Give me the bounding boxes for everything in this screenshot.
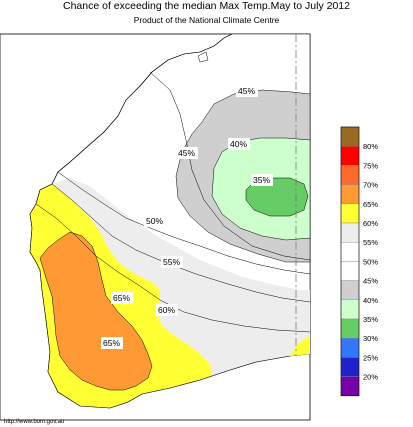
legend-swatch (340, 357, 360, 377)
legend-label: 55% (363, 238, 378, 247)
region-65 (39, 231, 153, 391)
legend-swatch (340, 203, 360, 224)
legend-swatch (340, 222, 360, 243)
legend-swatch (340, 126, 360, 147)
legend-swatch (340, 145, 360, 166)
contour-label-65-north: 65% (113, 293, 130, 303)
legend-label: 20% (363, 373, 378, 382)
legend-border (340, 126, 360, 397)
legend-swatch (340, 299, 360, 320)
legend-label: 50% (363, 257, 378, 266)
contour-label-40: 40% (230, 139, 247, 149)
contour-45-outer (149, 71, 311, 261)
legend-swatch (340, 261, 360, 281)
region-60-southeast (290, 336, 310, 356)
legend-label: 25% (363, 353, 378, 362)
legend-label: 80% (363, 142, 378, 151)
legend-label: 75% (363, 161, 378, 170)
legend-label: 35% (363, 315, 378, 324)
coastline (29, 33, 291, 409)
map-subtitle: Product of the National Climate Centre (133, 15, 280, 25)
legend-swatch (340, 318, 360, 339)
legend-swatch (340, 241, 360, 262)
legend-label: 60% (363, 219, 378, 228)
legend-swatch (340, 165, 360, 185)
legend-swatch (340, 280, 360, 301)
island (197, 51, 209, 63)
source-url: http://www.bom.gov.au (4, 419, 65, 425)
legend-label: 40% (363, 296, 378, 305)
contour-50 (57, 171, 311, 275)
contour-label-50: 50% (146, 216, 163, 226)
legend-swatch (340, 376, 360, 397)
contour-label-35: 35% (253, 175, 270, 185)
map-title: Chance of exceeding the median Max Temp.… (63, 0, 350, 12)
legend-label: 65% (363, 200, 378, 209)
legend-swatch (340, 338, 360, 358)
contour-label-45-left: 45% (178, 148, 195, 158)
contour-label-60: 60% (158, 305, 175, 315)
contour-label-55: 55% (163, 257, 180, 267)
legend-label: 30% (363, 334, 378, 343)
legend-swatch (340, 184, 360, 205)
legend-label: 70% (363, 181, 378, 190)
contour-label-45-top: 45% (238, 86, 255, 96)
legend-label: 45% (363, 277, 378, 286)
legend: 80% 75% 70% 65% 60% 55% 50% 45% 40% 35% 30% 25% 20% (340, 126, 378, 397)
contour-label-65-south: 65% (103, 338, 120, 348)
contour-label-group: 45% 45% 40% 35% 50% 55% 60% 65% 65% (101, 85, 273, 349)
contour-60 (35, 203, 311, 333)
